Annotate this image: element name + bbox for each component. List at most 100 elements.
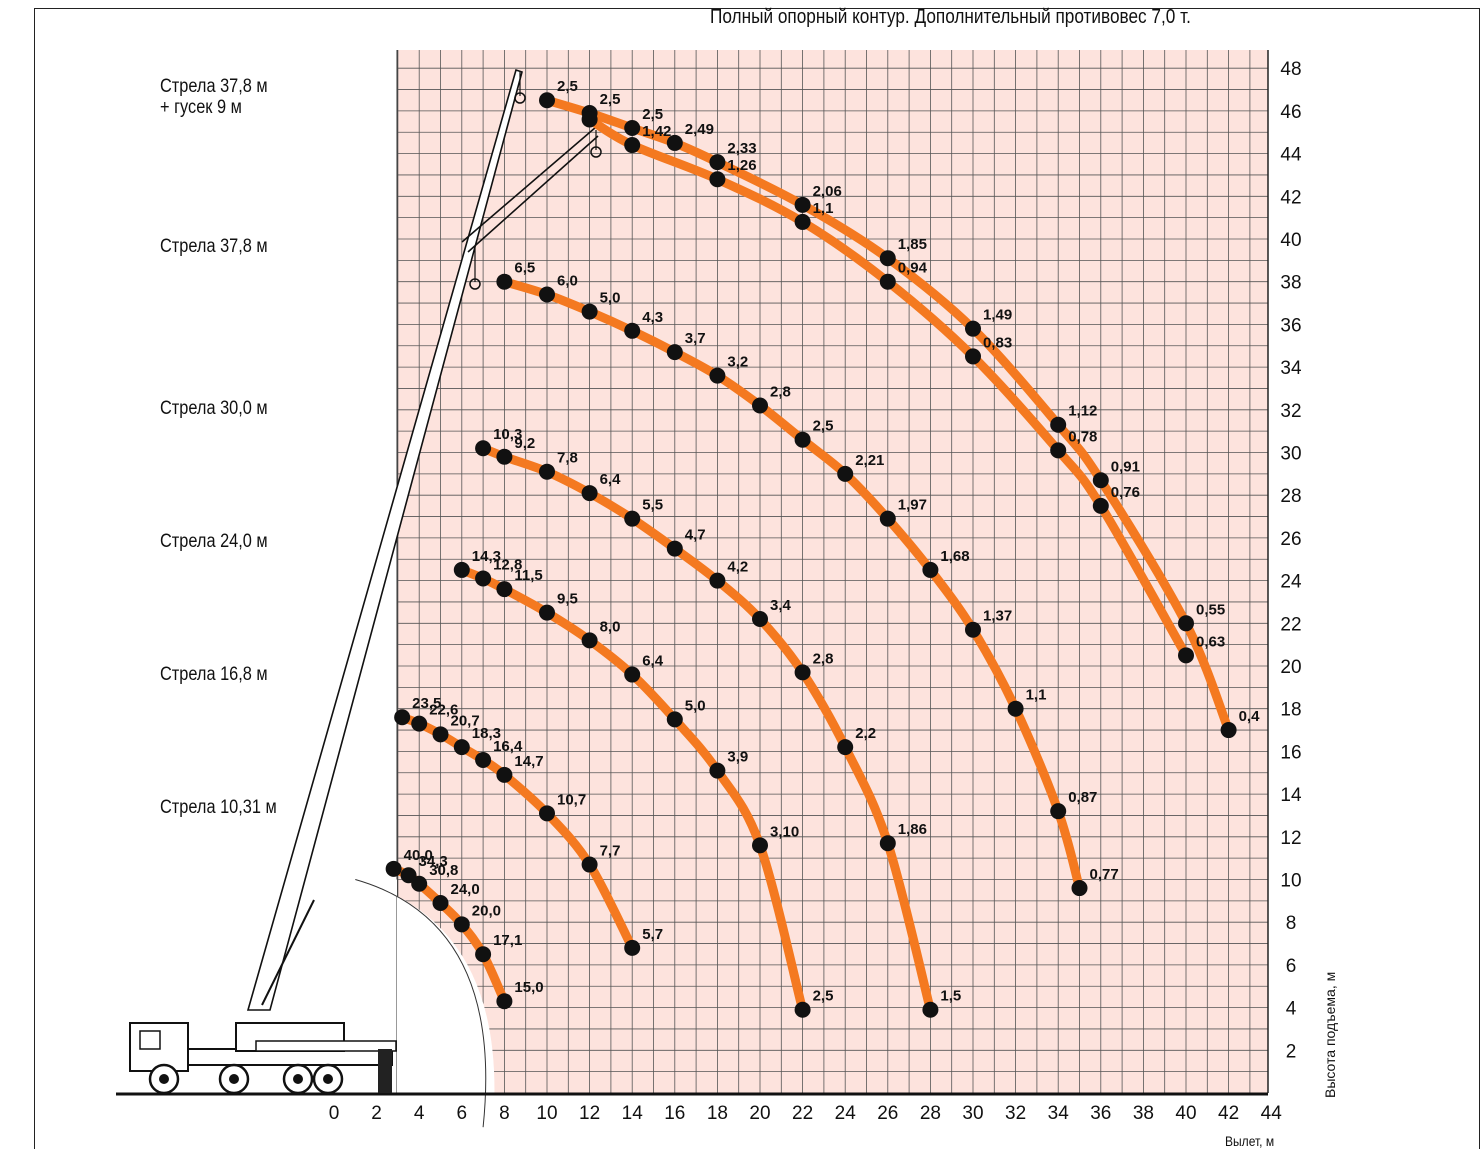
load-label: 20,7: [451, 712, 480, 729]
load-label: 3,4: [770, 597, 792, 614]
load-label: 3,9: [727, 749, 748, 766]
load-label: 1,5: [940, 988, 961, 1005]
load-label: 1,1: [813, 200, 834, 217]
load-point: [752, 397, 768, 414]
x-tick-label: 10: [536, 1103, 557, 1124]
load-label: 4,2: [727, 559, 748, 576]
load-label: 5,0: [685, 697, 706, 714]
load-label: 2,8: [770, 384, 791, 401]
load-label: 1,26: [727, 157, 756, 174]
load-point: [539, 286, 555, 303]
x-tick-label: 42: [1218, 1103, 1239, 1124]
outrigger-beam: [255, 1040, 397, 1052]
outrigger-jack: [378, 1049, 392, 1093]
load-point: [496, 273, 513, 290]
load-label: 2,5: [813, 418, 834, 435]
load-point: [453, 916, 470, 933]
boom-label-16-8: Стрела 16,8 м: [160, 664, 268, 685]
load-point: [709, 154, 726, 171]
y-tick-label: 4: [1286, 999, 1297, 1020]
wheel-front-hub: [159, 1074, 169, 1084]
load-label: 12,8: [493, 556, 522, 573]
load-point: [794, 196, 811, 213]
load-point: [539, 463, 555, 480]
x-tick-label: 36: [1090, 1103, 1111, 1124]
load-point: [709, 367, 726, 384]
load-label: 0,55: [1196, 601, 1225, 618]
y-tick-label: 10: [1280, 871, 1301, 892]
load-label: 8,0: [600, 618, 621, 635]
y-tick-label: 24: [1280, 572, 1302, 593]
load-point: [453, 561, 470, 578]
y-tick-label: 22: [1280, 614, 1301, 635]
load-point: [624, 666, 641, 683]
load-label: 2,2: [855, 725, 876, 742]
x-tick-label: 18: [707, 1103, 728, 1124]
wheel-3-hub: [293, 1074, 303, 1084]
load-label: 6,4: [642, 653, 664, 670]
load-label: 22,6: [429, 702, 458, 719]
load-label: 1,97: [898, 497, 927, 514]
load-point: [922, 561, 939, 578]
load-point: [666, 134, 683, 151]
load-label: 7,8: [557, 450, 578, 467]
x-axis-label: Вылет, м: [1225, 1133, 1275, 1149]
load-point: [475, 751, 492, 768]
boom-label-24-0: Стрела 24,0 м: [160, 531, 268, 552]
x-tick-label: 24: [835, 1103, 857, 1124]
y-tick-label: 40: [1280, 230, 1301, 251]
x-tick-label: 2: [371, 1103, 382, 1124]
y-tick-label: 26: [1280, 529, 1301, 550]
load-point: [624, 322, 641, 339]
load-point: [496, 766, 513, 783]
load-point: [965, 320, 981, 337]
x-tick-label: 14: [622, 1103, 644, 1124]
x-tick-label: 30: [962, 1103, 983, 1124]
load-point: [581, 303, 598, 320]
y-tick-label: 16: [1280, 742, 1301, 763]
load-label: 6,0: [557, 273, 578, 290]
x-tick-label: 6: [457, 1103, 468, 1124]
load-point: [539, 604, 555, 621]
load-point: [1178, 647, 1194, 664]
x-tick-label: 22: [792, 1103, 813, 1124]
load-label: 1,85: [898, 236, 927, 253]
load-label: 5,5: [642, 497, 663, 514]
load-point: [794, 1001, 811, 1018]
load-point: [1050, 803, 1067, 820]
x-tick-label: 16: [664, 1103, 685, 1124]
load-point: [496, 993, 513, 1010]
load-label: 1,68: [940, 548, 969, 565]
load-label: 40,0: [404, 847, 433, 864]
radius-cutout: [355, 879, 495, 1115]
load-point: [837, 465, 854, 482]
load-point: [709, 171, 726, 188]
radius-arc: [355, 879, 487, 1128]
x-tick-label: 32: [1005, 1103, 1026, 1124]
load-point: [539, 92, 555, 109]
y-tick-label: 6: [1286, 956, 1297, 977]
load-point: [794, 213, 811, 230]
load-label: 1,49: [983, 307, 1012, 324]
x-tick-label: 38: [1133, 1103, 1154, 1124]
chart-title: Полный опорный контур. Дополнительный пр…: [710, 6, 1191, 28]
hook-jib: [514, 92, 526, 104]
load-point: [432, 894, 449, 911]
load-label: 2,33: [727, 140, 756, 157]
jib-upper: [461, 126, 597, 243]
load-point: [385, 860, 402, 877]
load-label: 23,5: [412, 695, 441, 712]
load-point: [879, 835, 896, 852]
load-point: [624, 137, 641, 154]
load-label: 7,7: [600, 843, 621, 860]
truck-window: [139, 1030, 161, 1050]
load-point: [709, 572, 726, 589]
load-point: [1092, 472, 1109, 489]
load-label: 0,91: [1111, 458, 1140, 475]
load-label: 14,7: [514, 753, 543, 770]
y-tick-label: 38: [1280, 273, 1301, 294]
load-point: [400, 867, 417, 884]
x-tick-label: 26: [877, 1103, 898, 1124]
y-axis-label: Высота подъема, м: [1322, 971, 1338, 1098]
load-label: 1,12: [1068, 403, 1097, 420]
